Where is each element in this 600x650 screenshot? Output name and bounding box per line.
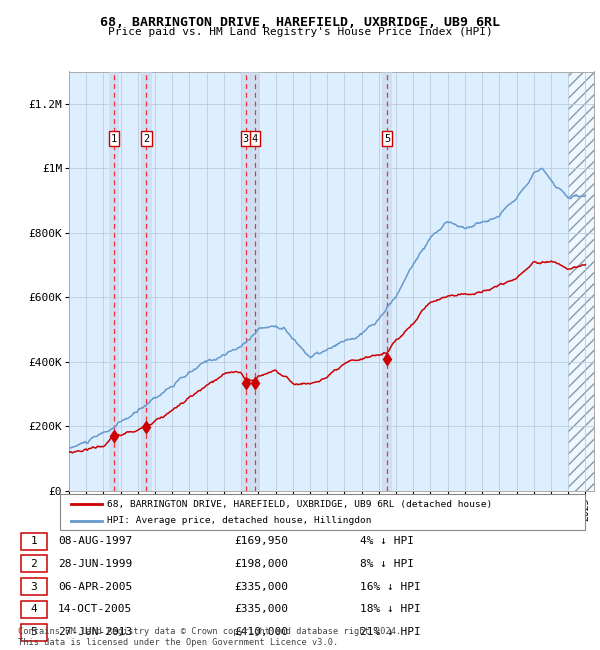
Text: 27-JUN-2013: 27-JUN-2013 [58, 627, 132, 637]
Text: 18% ↓ HPI: 18% ↓ HPI [360, 604, 421, 614]
Text: 68, BARRINGTON DRIVE, HAREFIELD, UXBRIDGE, UB9 6RL (detached house): 68, BARRINGTON DRIVE, HAREFIELD, UXBRIDG… [107, 499, 493, 508]
Text: 28-JUN-1999: 28-JUN-1999 [58, 559, 132, 569]
Text: 2: 2 [30, 559, 37, 569]
Text: 2: 2 [143, 134, 149, 144]
Text: 3: 3 [242, 134, 249, 144]
Bar [21, 578, 47, 595]
Bar [21, 532, 47, 550]
Text: 1: 1 [30, 536, 37, 546]
Text: 8% ↓ HPI: 8% ↓ HPI [360, 559, 414, 569]
Bar [382, 72, 392, 491]
Bar [141, 72, 152, 491]
Text: £169,950: £169,950 [235, 536, 289, 546]
Bar [109, 72, 119, 491]
Text: £410,000: £410,000 [235, 627, 289, 637]
Text: 14-OCT-2005: 14-OCT-2005 [58, 604, 132, 614]
Bar [250, 72, 260, 491]
Bar [241, 72, 251, 491]
Bar [21, 601, 47, 618]
Text: 5: 5 [384, 134, 391, 144]
Text: Contains HM Land Registry data © Crown copyright and database right 2024.
This d: Contains HM Land Registry data © Crown c… [18, 627, 401, 647]
Text: 06-APR-2005: 06-APR-2005 [58, 582, 132, 592]
Text: 4: 4 [30, 604, 37, 614]
Text: 3: 3 [30, 582, 37, 592]
Text: 4% ↓ HPI: 4% ↓ HPI [360, 536, 414, 546]
Bar [21, 555, 47, 573]
Bar [568, 72, 594, 491]
Text: £335,000: £335,000 [235, 582, 289, 592]
Text: 5: 5 [30, 627, 37, 637]
Bar [21, 623, 47, 641]
Text: 16% ↓ HPI: 16% ↓ HPI [360, 582, 421, 592]
Bar [568, 72, 594, 491]
Text: HPI: Average price, detached house, Hillingdon: HPI: Average price, detached house, Hill… [107, 516, 372, 525]
Text: 4: 4 [251, 134, 258, 144]
Text: £198,000: £198,000 [235, 559, 289, 569]
Text: Price paid vs. HM Land Registry's House Price Index (HPI): Price paid vs. HM Land Registry's House … [107, 27, 493, 37]
Text: £335,000: £335,000 [235, 604, 289, 614]
Text: 68, BARRINGTON DRIVE, HAREFIELD, UXBRIDGE, UB9 6RL: 68, BARRINGTON DRIVE, HAREFIELD, UXBRIDG… [100, 16, 500, 29]
Text: 1: 1 [110, 134, 117, 144]
Text: 08-AUG-1997: 08-AUG-1997 [58, 536, 132, 546]
Text: 21% ↓ HPI: 21% ↓ HPI [360, 627, 421, 637]
